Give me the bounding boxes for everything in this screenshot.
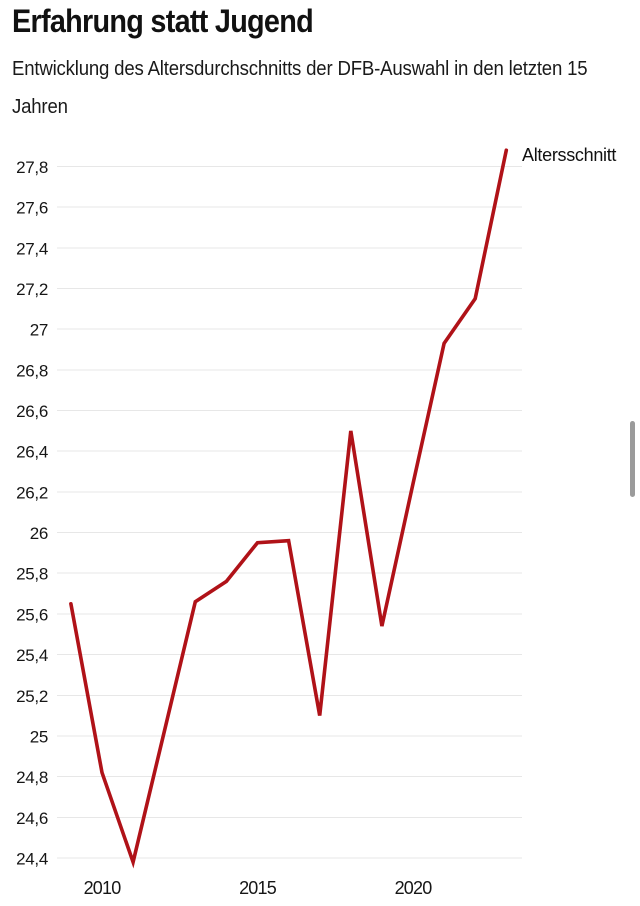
y-axis-tick-label: 25,2 (16, 687, 48, 706)
x-axis-tick-label: 2015 (239, 878, 277, 898)
legend-label-altersschnitt: Altersschnitt (522, 145, 616, 165)
y-axis-tick-label: 25,4 (16, 646, 48, 665)
y-axis-tick-label: 26,2 (16, 483, 48, 502)
page-subtitle-line1: Entwicklung des Altersdurchschnitts der … (12, 58, 588, 80)
series-line-altersschnitt (69, 148, 509, 869)
y-axis-tick-label: 26 (30, 524, 48, 543)
y-axis-tick-label: 27 (30, 321, 48, 340)
page-subtitle: Entwicklung des Altersdurchschnitts der … (12, 50, 626, 126)
y-axis-tick-label: 24,4 (16, 850, 48, 869)
y-axis-tick-label: 24,6 (16, 809, 48, 828)
y-axis-tick-label: 25 (30, 727, 48, 746)
y-axis-tick-label: 27,4 (16, 239, 48, 258)
y-axis-tick-label: 27,2 (16, 280, 48, 299)
y-axis-tick-label: 25,6 (16, 605, 48, 624)
y-axis-tick-label: 27,6 (16, 199, 48, 218)
y-axis-tick-label: 24,8 (16, 768, 48, 787)
x-axis-tick-label: 2010 (84, 878, 122, 898)
y-axis-tick-label: 26,4 (16, 443, 48, 462)
y-axis-tick-label: 25,8 (16, 565, 48, 584)
x-axis-tick-label: 2020 (395, 878, 433, 898)
y-axis-tick-label: 26,6 (16, 402, 48, 421)
scrollbar-thumb[interactable] (630, 421, 635, 497)
page-subtitle-line2: Jahren (12, 96, 68, 118)
y-axis-tick-label: 26,8 (16, 361, 48, 380)
page-title: Erfahrung statt Jugend (12, 3, 314, 39)
y-axis-tick-label: 27,8 (16, 158, 48, 177)
